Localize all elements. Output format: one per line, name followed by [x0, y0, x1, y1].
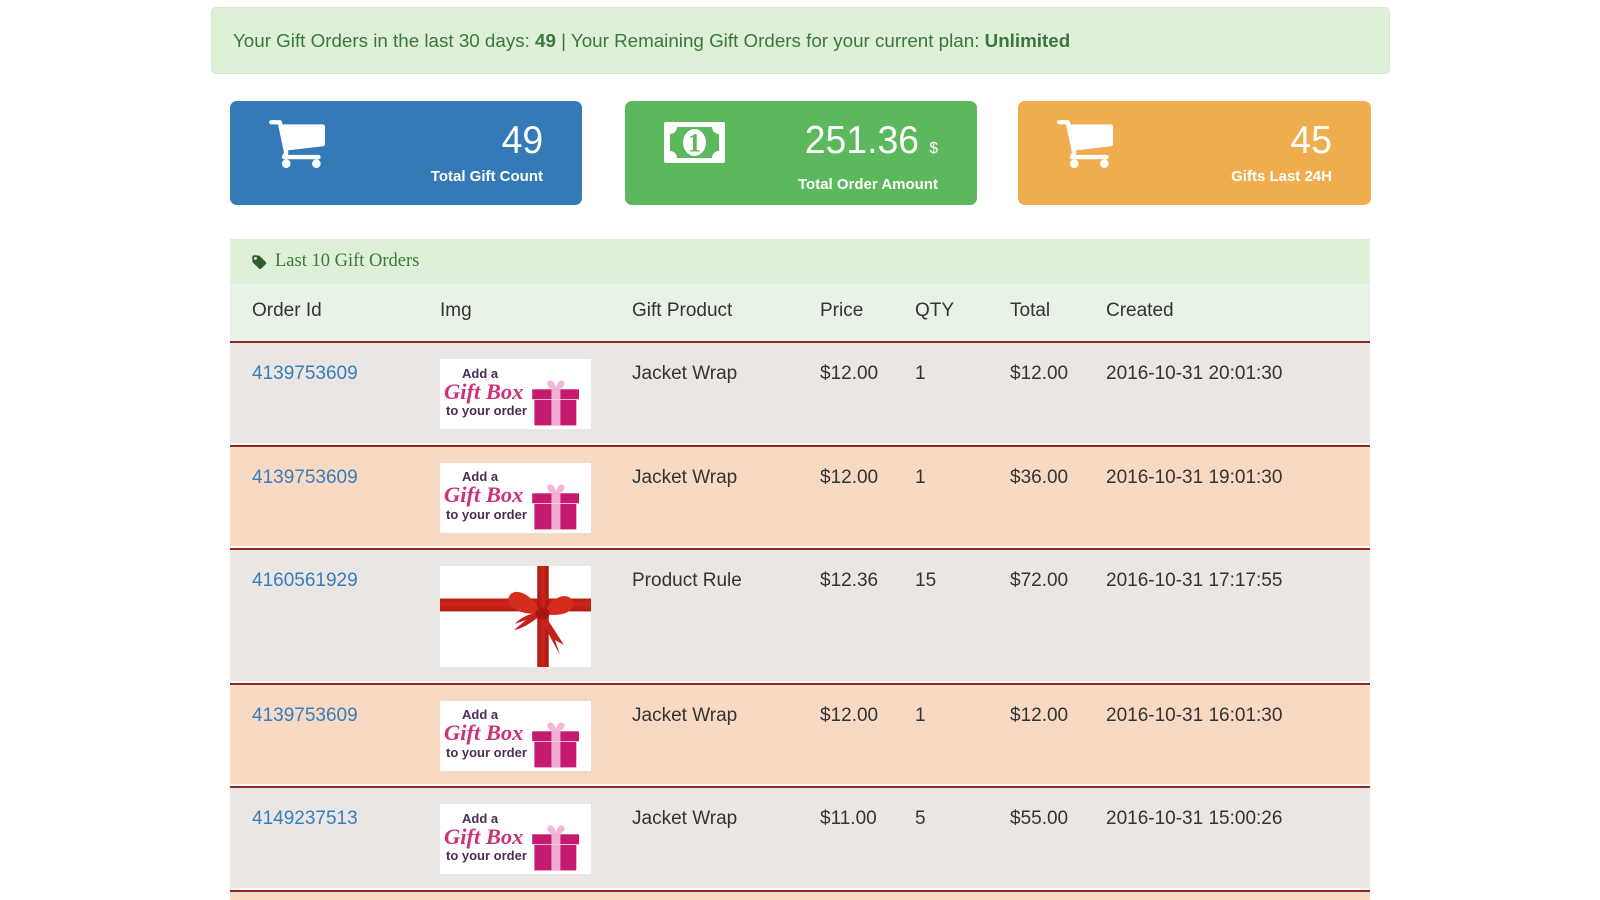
svg-text:1: 1 [688, 129, 701, 158]
